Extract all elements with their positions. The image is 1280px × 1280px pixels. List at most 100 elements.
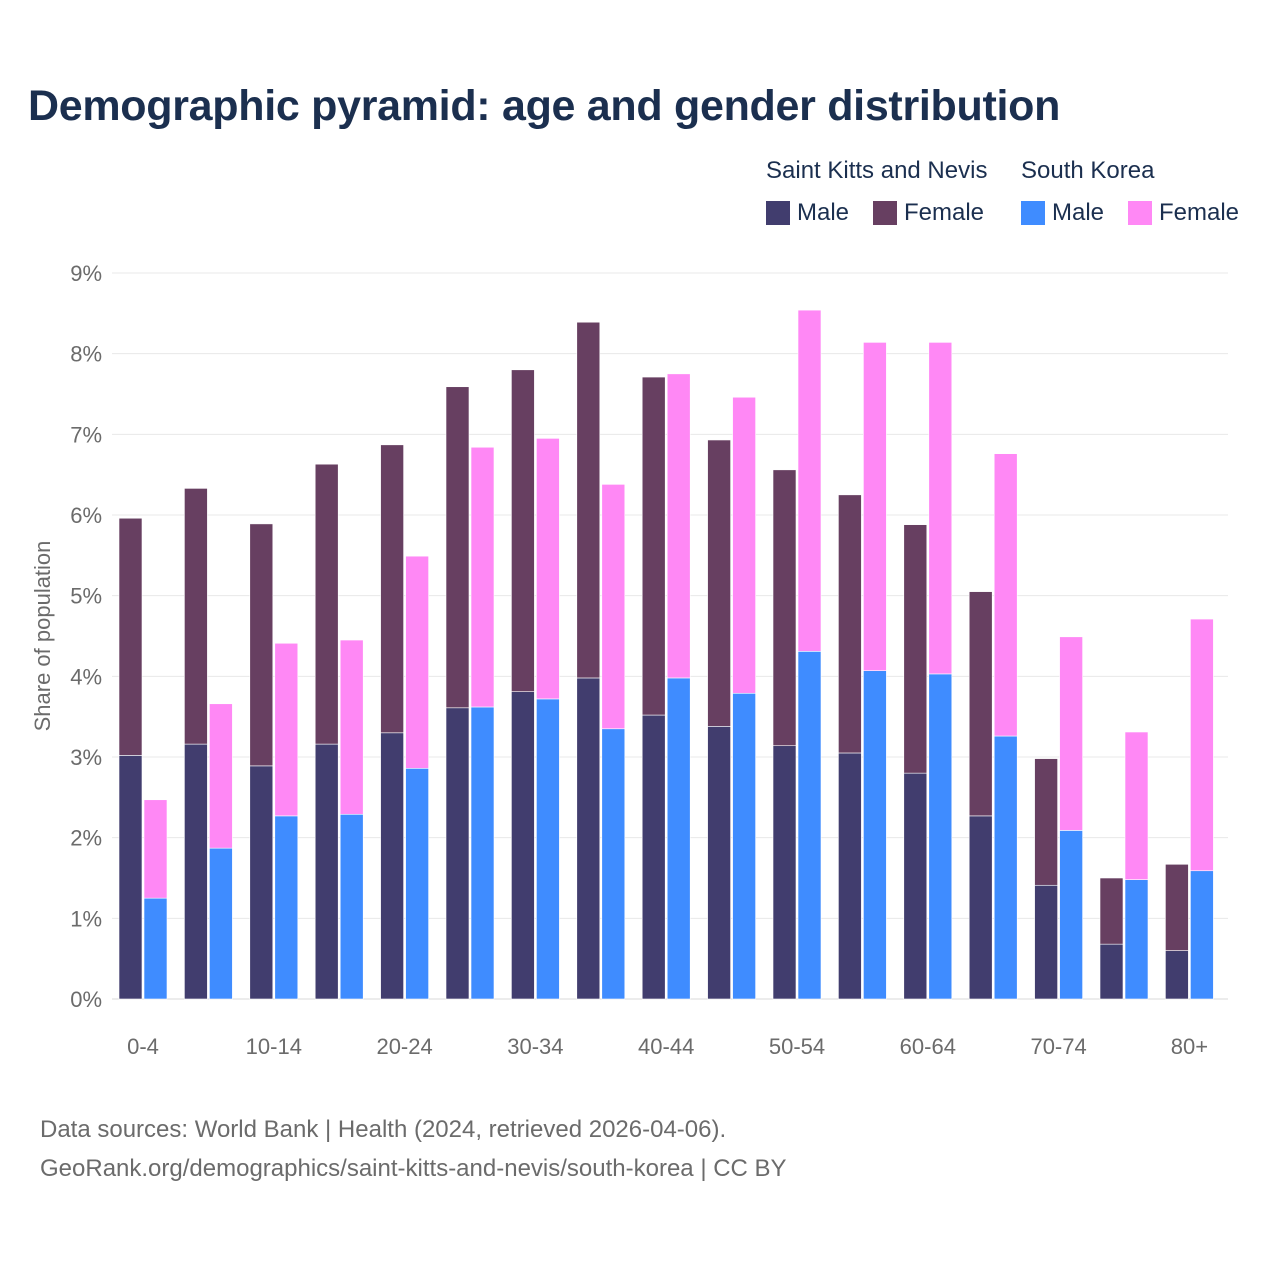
bar-saint-kitts-and-nevis-female-70-74 (1034, 758, 1058, 886)
bar-south-korea-female-15-19 (339, 639, 364, 815)
bar-saint-kitts-and-nevis-female-60-64 (903, 524, 928, 774)
bar-south-korea-female-5-9 (209, 703, 233, 849)
bar-south-korea-male-40-44 (666, 677, 691, 1000)
y-axis-label: Share of population (30, 541, 55, 732)
y-tick-label: 4% (70, 664, 102, 689)
bar-saint-kitts-and-nevis-female-55-59 (838, 494, 862, 754)
bar-south-korea-male-10-14 (274, 815, 299, 1000)
legend-swatch (1021, 201, 1045, 225)
bar-saint-kitts-and-nevis-female-40-44 (641, 376, 666, 716)
legend-label: Male (1052, 199, 1105, 226)
y-tick-label: 1% (70, 906, 102, 931)
x-tick-label: 70-74 (1030, 1034, 1086, 1059)
x-tick-label: 80+ (1171, 1034, 1208, 1059)
bar-south-korea-male-50-54 (797, 651, 822, 1000)
bar-south-korea-female-20-24 (405, 555, 429, 769)
legend-swatch (766, 201, 790, 225)
bar-south-korea-male-30-34 (536, 698, 560, 1000)
x-tick-label: 10-14 (246, 1034, 302, 1059)
y-tick-label: 6% (70, 503, 102, 528)
bar-saint-kitts-and-nevis-male-25-29 (445, 707, 470, 1000)
bar-saint-kitts-and-nevis-female-45-49 (707, 439, 731, 727)
bar-south-korea-male-45-49 (732, 692, 756, 1000)
chart-title: Demographic pyramid: age and gender dist… (28, 82, 1061, 130)
bar-saint-kitts-and-nevis-female-15-19 (314, 463, 339, 745)
bar-saint-kitts-and-nevis-male-5-9 (184, 743, 208, 1000)
bar-south-korea-female-45-49 (732, 396, 756, 694)
bar-south-korea-female-65-69 (993, 453, 1018, 737)
bar-south-korea-male-25-29 (470, 706, 495, 1000)
bar-saint-kitts-and-nevis-male-15-19 (314, 743, 339, 1000)
bar-south-korea-male-5-9 (209, 847, 233, 1000)
y-tick-label: 3% (70, 745, 102, 770)
legend-item-skn-male[interactable]: Male (766, 199, 849, 227)
bar-south-korea-male-15-19 (339, 813, 364, 1000)
bar-saint-kitts-and-nevis-female-0-4 (118, 517, 143, 756)
bar-saint-kitts-and-nevis-male-70-74 (1034, 884, 1058, 1000)
y-tick-label: 0% (70, 987, 102, 1012)
bar-south-korea-male-35-39 (601, 728, 626, 1000)
bar-saint-kitts-and-nevis-male-30-34 (511, 691, 535, 1000)
bar-south-korea-female-25-29 (470, 446, 495, 708)
legend-swatch (873, 201, 897, 225)
bar-saint-kitts-and-nevis-male-55-59 (838, 752, 862, 1000)
x-tick-label: 20-24 (376, 1034, 432, 1059)
bar-saint-kitts-and-nevis-male-60-64 (903, 772, 928, 1000)
bar-south-korea-female-30-34 (536, 438, 560, 700)
y-tick-label: 7% (70, 422, 102, 447)
bar-south-korea-male-65-69 (993, 735, 1018, 1000)
y-tick-label: 8% (70, 342, 102, 367)
bar-saint-kitts-and-nevis-female-65-69 (968, 591, 993, 817)
bar-saint-kitts-and-nevis-female-75-79 (1099, 877, 1124, 945)
bar-saint-kitts-and-nevis-female-50-54 (772, 469, 797, 747)
bar-south-korea-female-60-64 (928, 342, 953, 675)
bar-south-korea-male-20-24 (405, 767, 429, 1000)
bar-south-korea-female-80+ (1190, 618, 1214, 872)
bar-south-korea-male-75-79 (1124, 879, 1149, 1000)
y-tick-label: 9% (70, 261, 102, 286)
legend-item-sk-female[interactable]: Female (1128, 199, 1239, 227)
y-tick-label: 5% (70, 584, 102, 609)
bar-south-korea-female-75-79 (1124, 731, 1149, 880)
bar-south-korea-female-55-59 (863, 342, 887, 671)
bar-saint-kitts-and-nevis-female-30-34 (511, 369, 535, 692)
bar-saint-kitts-and-nevis-male-10-14 (249, 765, 274, 1000)
legend-label: Female (904, 199, 985, 226)
legend-item-skn-female[interactable]: Female (873, 199, 984, 227)
y-tick-label: 2% (70, 826, 102, 851)
bar-saint-kitts-and-nevis-female-80+ (1165, 863, 1189, 951)
bar-south-korea-male-70-74 (1059, 830, 1083, 1000)
bar-south-korea-female-35-39 (601, 484, 626, 730)
bar-south-korea-female-50-54 (797, 309, 822, 652)
footer-sources: Data sources: World Bank | Health (2024,… (40, 1116, 727, 1143)
x-tick-label: 50-54 (769, 1034, 825, 1059)
bar-saint-kitts-and-nevis-male-75-79 (1099, 943, 1124, 1000)
legend-label: Female (1159, 199, 1240, 226)
legend-swatch (1128, 201, 1152, 225)
bar-saint-kitts-and-nevis-male-80+ (1165, 950, 1189, 1000)
bar-south-korea-male-0-4 (143, 897, 168, 1000)
bar-saint-kitts-and-nevis-male-0-4 (118, 755, 143, 1000)
bar-saint-kitts-and-nevis-female-5-9 (184, 488, 208, 745)
bar-south-korea-female-10-14 (274, 642, 299, 817)
legend-label: Male (797, 199, 850, 226)
bar-saint-kitts-and-nevis-female-35-39 (576, 321, 601, 679)
footer-url[interactable]: GeoRank.org/demographics/saint-kitts-and… (40, 1155, 787, 1182)
bar-saint-kitts-and-nevis-female-20-24 (380, 444, 404, 734)
bar-south-korea-male-60-64 (928, 673, 953, 1000)
bar-south-korea-male-55-59 (863, 670, 887, 1000)
bar-south-korea-female-70-74 (1059, 636, 1083, 831)
bar-south-korea-male-80+ (1190, 870, 1214, 1000)
legend-item-sk-male[interactable]: Male (1021, 199, 1104, 227)
bar-saint-kitts-and-nevis-male-35-39 (576, 677, 601, 1000)
x-tick-label: 0-4 (127, 1034, 159, 1059)
bar-saint-kitts-and-nevis-female-25-29 (445, 386, 470, 709)
x-tick-label: 40-44 (638, 1034, 694, 1059)
bar-saint-kitts-and-nevis-male-50-54 (772, 745, 797, 1000)
legend-group-south-korea: South Korea (1021, 157, 1155, 184)
bar-south-korea-female-40-44 (666, 373, 691, 679)
bar-saint-kitts-and-nevis-female-10-14 (249, 523, 274, 767)
bar-saint-kitts-and-nevis-male-45-49 (707, 726, 731, 1000)
bar-saint-kitts-and-nevis-male-40-44 (641, 714, 666, 1000)
